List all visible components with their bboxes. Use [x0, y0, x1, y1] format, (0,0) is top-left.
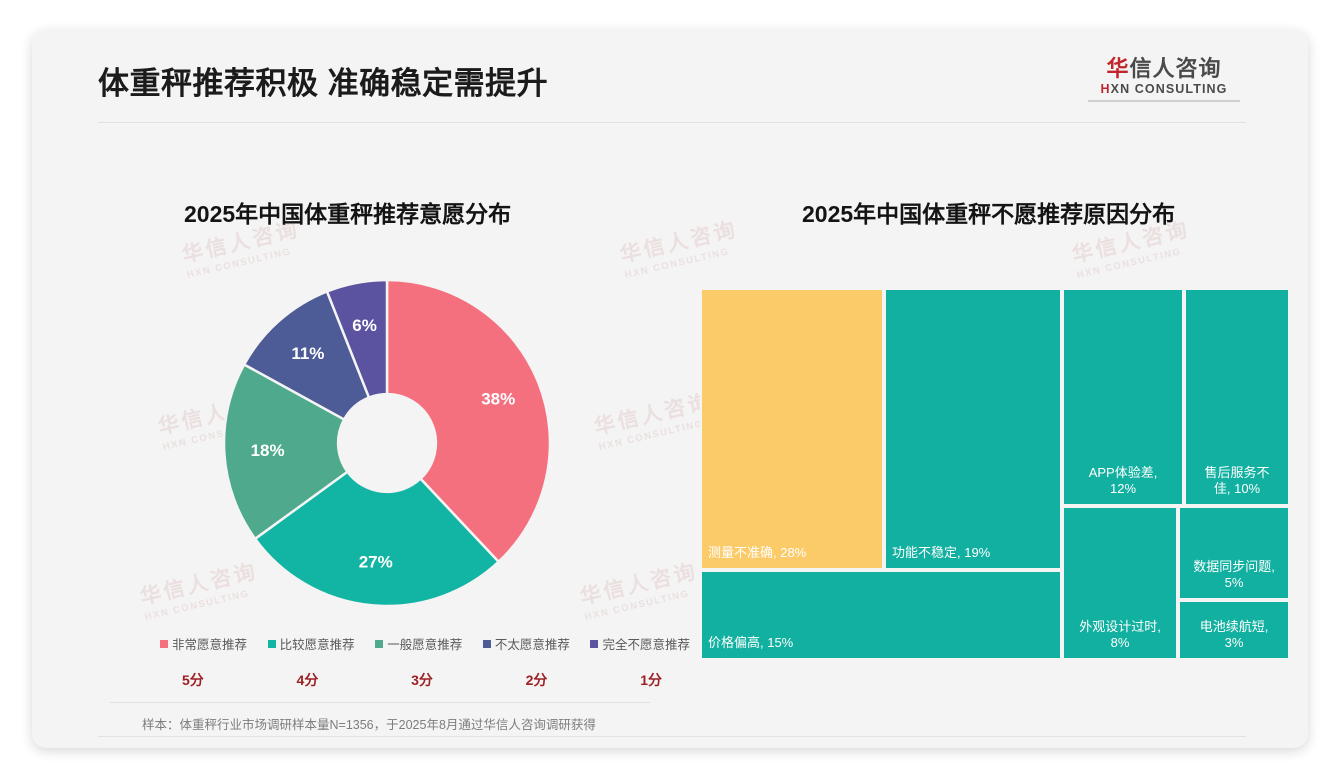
donut-slice[interactable]	[385, 278, 552, 564]
logo-chinese-text: 华信人咨询	[1088, 56, 1240, 81]
treemap-tile-label: APP体验差, 12%	[1088, 464, 1158, 496]
treemap-tile[interactable]: 功能不稳定, 19%	[884, 288, 1062, 570]
legend-swatch-icon	[267, 639, 276, 648]
treemap-tile-label: 数据同步问题, 5%	[1193, 558, 1275, 590]
footnote-divider	[110, 702, 650, 703]
donut-svg: 38% 27% 18% 11% 6%	[222, 278, 552, 608]
brand-logo: 华信人咨询 HXN CONSULTING	[1088, 56, 1240, 103]
legend-item[interactable]: 完全不愿意推荐	[590, 634, 690, 653]
treemap-tile[interactable]: 电池续航短, 3%	[1178, 600, 1290, 660]
legend-item[interactable]: 比较愿意推荐	[267, 634, 355, 653]
footer-divider	[98, 736, 1246, 737]
slide-header: 体重秤推荐积极 准确稳定需提升 华信人咨询 HXN CONSULTING	[32, 30, 1308, 122]
donut-slice-label: 6%	[352, 316, 377, 335]
logo-en-rest: XN CONSULTING	[1110, 82, 1228, 97]
donut-slice[interactable]	[325, 278, 389, 400]
recommendation-donut-chart: 38% 27% 18% 11% 6%	[222, 278, 552, 608]
treemap-tile[interactable]: APP体验差, 12%	[1062, 288, 1184, 506]
logo-en-accent: H	[1100, 82, 1111, 97]
page-title: 体重秤推荐积极 准确稳定需提升	[98, 66, 549, 101]
treemap-tile[interactable]: 售后服务不 佳, 10%	[1184, 288, 1290, 506]
watermark: 华信人咨询 HXN CONSULTING	[577, 559, 701, 623]
legend-item[interactable]: 一般愿意推荐	[375, 634, 462, 653]
score-label: 4分	[296, 672, 319, 688]
donut-slice[interactable]	[253, 469, 501, 608]
sample-footnote: 样本：体重秤行业市场调研样本量N=1356，于2025年8月通过华信人咨询调研获…	[142, 718, 596, 732]
legend-item-label: 非常愿意推荐	[172, 638, 248, 652]
logo-underline	[1088, 100, 1240, 103]
legend-item[interactable]: 非常愿意推荐	[160, 634, 247, 653]
treemap-tile[interactable]: 数据同步问题, 5%	[1178, 506, 1290, 600]
watermark: 华信人咨询 HXN CONSULTING	[591, 389, 715, 453]
legend-item-label: 不太愿意推荐	[494, 638, 570, 652]
donut-slice-label: 11%	[291, 344, 324, 363]
donut-slice-label: 38%	[481, 389, 515, 408]
treemap-tile-label: 外观设计过时, 8%	[1079, 618, 1161, 650]
legend-item-label: 比较愿意推荐	[279, 638, 355, 652]
legend-item[interactable]: 不太愿意推荐	[482, 634, 570, 653]
donut-slice-label: 18%	[251, 441, 285, 460]
treemap-tile[interactable]: 外观设计过时, 8%	[1062, 506, 1178, 660]
donut-legend: 非常愿意推荐 比较愿意推荐 一般愿意推荐 不太愿意推荐 完全不愿意推荐	[160, 634, 690, 653]
score-label: 5分	[182, 672, 204, 688]
slide-canvas: 体重秤推荐积极 准确稳定需提升 华信人咨询 HXN CONSULTING 华信人…	[32, 30, 1308, 748]
legend-swatch-icon	[160, 639, 168, 648]
right-chart-title: 2025年中国体重秤不愿推荐原因分布	[802, 201, 1176, 227]
logo-english-text: HXN CONSULTING	[1088, 82, 1240, 96]
treemap-tile-label: 电池续航短, 3%	[1199, 618, 1269, 650]
watermark: 华信人咨询 HXN CONSULTING	[617, 217, 741, 281]
legend-swatch-icon	[375, 639, 384, 648]
donut-slice-label: 27%	[359, 553, 393, 572]
treemap-tile-label: 售后服务不 佳, 10%	[1204, 464, 1270, 496]
logo-cn-rest: 信人咨询	[1129, 56, 1222, 81]
left-chart-title: 2025年中国体重秤推荐意愿分布	[184, 201, 512, 227]
donut-slice[interactable]	[242, 289, 371, 422]
treemap-tile[interactable]: 价格偏高, 15%	[700, 570, 1062, 660]
treemap-tile-label: 功能不稳定, 19%	[892, 544, 991, 560]
logo-cn-accent: 华	[1106, 56, 1130, 81]
score-label: 2分	[525, 672, 548, 688]
legend-swatch-icon	[482, 639, 491, 648]
score-scale-row: 5分 4分 3分 2分 1分	[182, 670, 662, 690]
header-divider	[98, 122, 1246, 123]
treemap-tile-label: 测量不准确, 28%	[708, 544, 807, 560]
treemap-tile[interactable]: 测量不准确, 28%	[700, 288, 884, 570]
reasons-treemap-chart: 测量不准确, 28% 功能不稳定, 19% 价格偏高, 15% APP体验差, 12%…	[700, 288, 1290, 660]
donut-slice[interactable]	[222, 362, 350, 541]
treemap-tile-label: 价格偏高, 15%	[708, 634, 794, 650]
legend-item-label: 完全不愿意推荐	[602, 638, 690, 652]
score-label: 3分	[411, 672, 433, 688]
legend-item-label: 一般愿意推荐	[387, 638, 463, 652]
legend-swatch-icon	[590, 639, 599, 648]
score-label: 1分	[640, 672, 662, 688]
